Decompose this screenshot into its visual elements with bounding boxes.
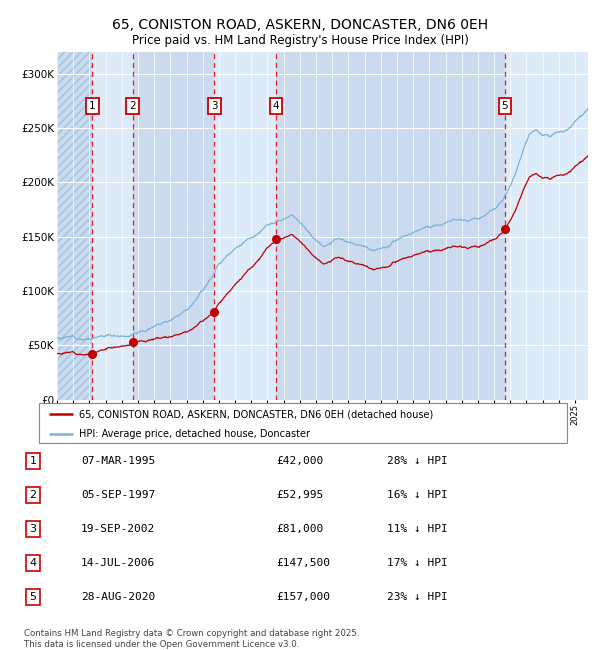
Text: 1: 1 bbox=[29, 456, 37, 466]
Bar bbox=[57, 52, 92, 400]
Text: Price paid vs. HM Land Registry's House Price Index (HPI): Price paid vs. HM Land Registry's House … bbox=[131, 34, 469, 47]
Text: 14-JUL-2006: 14-JUL-2006 bbox=[81, 558, 155, 568]
Text: £157,000: £157,000 bbox=[276, 592, 330, 602]
Text: 4: 4 bbox=[29, 558, 37, 568]
Text: 07-MAR-1995: 07-MAR-1995 bbox=[81, 456, 155, 466]
Text: 16% ↓ HPI: 16% ↓ HPI bbox=[387, 490, 448, 500]
Text: 5: 5 bbox=[29, 592, 37, 602]
Text: 65, CONISTON ROAD, ASKERN, DONCASTER, DN6 0EH: 65, CONISTON ROAD, ASKERN, DONCASTER, DN… bbox=[112, 18, 488, 32]
Text: 4: 4 bbox=[273, 101, 280, 111]
Text: 65, CONISTON ROAD, ASKERN, DONCASTER, DN6 0EH (detached house): 65, CONISTON ROAD, ASKERN, DONCASTER, DN… bbox=[79, 410, 433, 419]
Bar bbox=[505, 52, 588, 400]
Text: 05-SEP-1997: 05-SEP-1997 bbox=[81, 490, 155, 500]
Text: 23% ↓ HPI: 23% ↓ HPI bbox=[387, 592, 448, 602]
Bar bbox=[133, 52, 214, 400]
Text: 3: 3 bbox=[29, 524, 37, 534]
Text: 19-SEP-2002: 19-SEP-2002 bbox=[81, 524, 155, 534]
Text: £52,995: £52,995 bbox=[276, 490, 323, 500]
Text: HPI: Average price, detached house, Doncaster: HPI: Average price, detached house, Donc… bbox=[79, 430, 310, 439]
Text: 17% ↓ HPI: 17% ↓ HPI bbox=[387, 558, 448, 568]
Text: 2: 2 bbox=[129, 101, 136, 111]
Text: 3: 3 bbox=[211, 101, 218, 111]
Text: 11% ↓ HPI: 11% ↓ HPI bbox=[387, 524, 448, 534]
Bar bbox=[276, 52, 505, 400]
Bar bbox=[92, 52, 133, 400]
Text: 5: 5 bbox=[502, 101, 508, 111]
Text: 28-AUG-2020: 28-AUG-2020 bbox=[81, 592, 155, 602]
Text: 28% ↓ HPI: 28% ↓ HPI bbox=[387, 456, 448, 466]
Text: £147,500: £147,500 bbox=[276, 558, 330, 568]
Text: £42,000: £42,000 bbox=[276, 456, 323, 466]
Text: 2: 2 bbox=[29, 490, 37, 500]
Bar bbox=[214, 52, 276, 400]
Text: Contains HM Land Registry data © Crown copyright and database right 2025.
This d: Contains HM Land Registry data © Crown c… bbox=[24, 629, 359, 649]
Text: £81,000: £81,000 bbox=[276, 524, 323, 534]
Text: 1: 1 bbox=[89, 101, 95, 111]
